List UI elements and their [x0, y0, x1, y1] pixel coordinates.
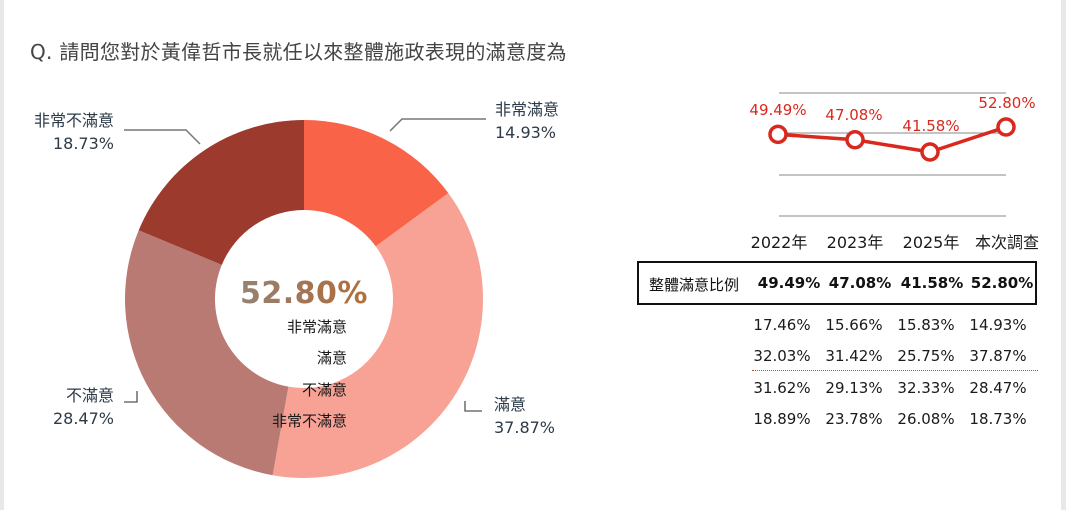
leader-line-very-satisfied: [389, 118, 486, 132]
dotted-separator: [752, 370, 1038, 371]
table-cell: 25.75%: [897, 347, 955, 365]
table-cell: 49.49%: [757, 274, 821, 292]
row-label: 滿意: [316, 349, 347, 367]
callout-label: 非常滿意: [495, 100, 560, 119]
table-cell: 14.93%: [969, 316, 1027, 334]
callout-label: 非常不滿意: [33, 111, 114, 130]
table-cell: 23.78%: [825, 410, 883, 428]
donut-slice: [304, 120, 449, 247]
trend-point-label: 49.49%: [749, 101, 807, 119]
donut-slice: [125, 230, 289, 476]
question-title: Q. 請問您對於黃偉哲市長就任以來整體施政表現的滿意度為: [30, 40, 567, 64]
trend-point-marker: [996, 117, 1016, 137]
donut-slice: [138, 120, 304, 265]
table-cell: 17.46%: [753, 316, 811, 334]
callout-satisfied: 滿意 37.87%: [494, 393, 555, 439]
trend-point-marker: [768, 124, 788, 145]
leader-line-dissatisfied: [124, 391, 138, 403]
callout-label: 滿意: [494, 395, 527, 414]
donut-slices: [125, 120, 483, 479]
trend-point-label: 41.58%: [902, 117, 960, 135]
right-border: [1061, 0, 1066, 510]
donut-chart: [124, 118, 486, 479]
callout-value: 28.47%: [52, 409, 114, 428]
callout-label: 不滿意: [65, 386, 114, 405]
table-cell: 28.47%: [969, 379, 1027, 397]
left-border: [0, 0, 4, 510]
column-header-2023: 2023年: [826, 233, 884, 252]
donut-center-value: 52.80%: [215, 276, 393, 311]
row-label: 非常滿意: [286, 318, 347, 336]
row-label: 非常不滿意: [271, 412, 347, 430]
trend-line: [777, 125, 1007, 154]
row-label: 整體滿意比例: [649, 276, 740, 294]
overall-satisfaction-row: 整體滿意比例 49.49% 47.08% 41.58% 52.80%: [637, 261, 1037, 305]
trend-point-marker: [845, 129, 865, 150]
table-cell: 15.66%: [825, 316, 883, 334]
table-cell: 15.83%: [897, 316, 955, 334]
column-header-2022: 2022年: [750, 233, 808, 252]
table-cell: 26.08%: [897, 410, 955, 428]
callout-value: 14.93%: [495, 123, 557, 142]
leader-line-very-dissatisfied: [124, 129, 201, 145]
callout-very-satisfied: 非常滿意 14.93%: [495, 98, 559, 144]
trend-series: [768, 117, 1016, 162]
table-cell: 47.08%: [828, 274, 892, 292]
trend-point-label: 47.08%: [825, 106, 883, 124]
callout-very-dissatisfied: 非常不滿意 18.73%: [24, 109, 114, 155]
column-header-current: 本次調查: [974, 233, 1040, 252]
table-cell: 37.87%: [969, 347, 1027, 365]
row-label: 不滿意: [301, 381, 347, 399]
callout-dissatisfied: 不滿意 28.47%: [24, 384, 114, 430]
table-cell: 41.58%: [900, 274, 964, 292]
donut-slice: [272, 193, 483, 479]
table-cell: 32.03%: [753, 347, 811, 365]
table-cell: 18.73%: [969, 410, 1027, 428]
trend-point-label: 52.80%: [978, 94, 1036, 112]
table-cell: 31.62%: [753, 379, 811, 397]
table-cell: 52.80%: [970, 274, 1034, 292]
callout-value: 37.87%: [494, 418, 556, 437]
table-cell: 29.13%: [825, 379, 883, 397]
leader-line-satisfied: [464, 401, 482, 412]
trend-point-marker: [920, 142, 940, 162]
table-cell: 18.89%: [753, 410, 811, 428]
column-header-2025: 2025年: [902, 233, 960, 252]
table-cell: 32.33%: [897, 379, 955, 397]
trend-line-chart: [768, 92, 1016, 217]
callout-value: 18.73%: [52, 134, 114, 153]
table-cell: 31.42%: [825, 347, 883, 365]
